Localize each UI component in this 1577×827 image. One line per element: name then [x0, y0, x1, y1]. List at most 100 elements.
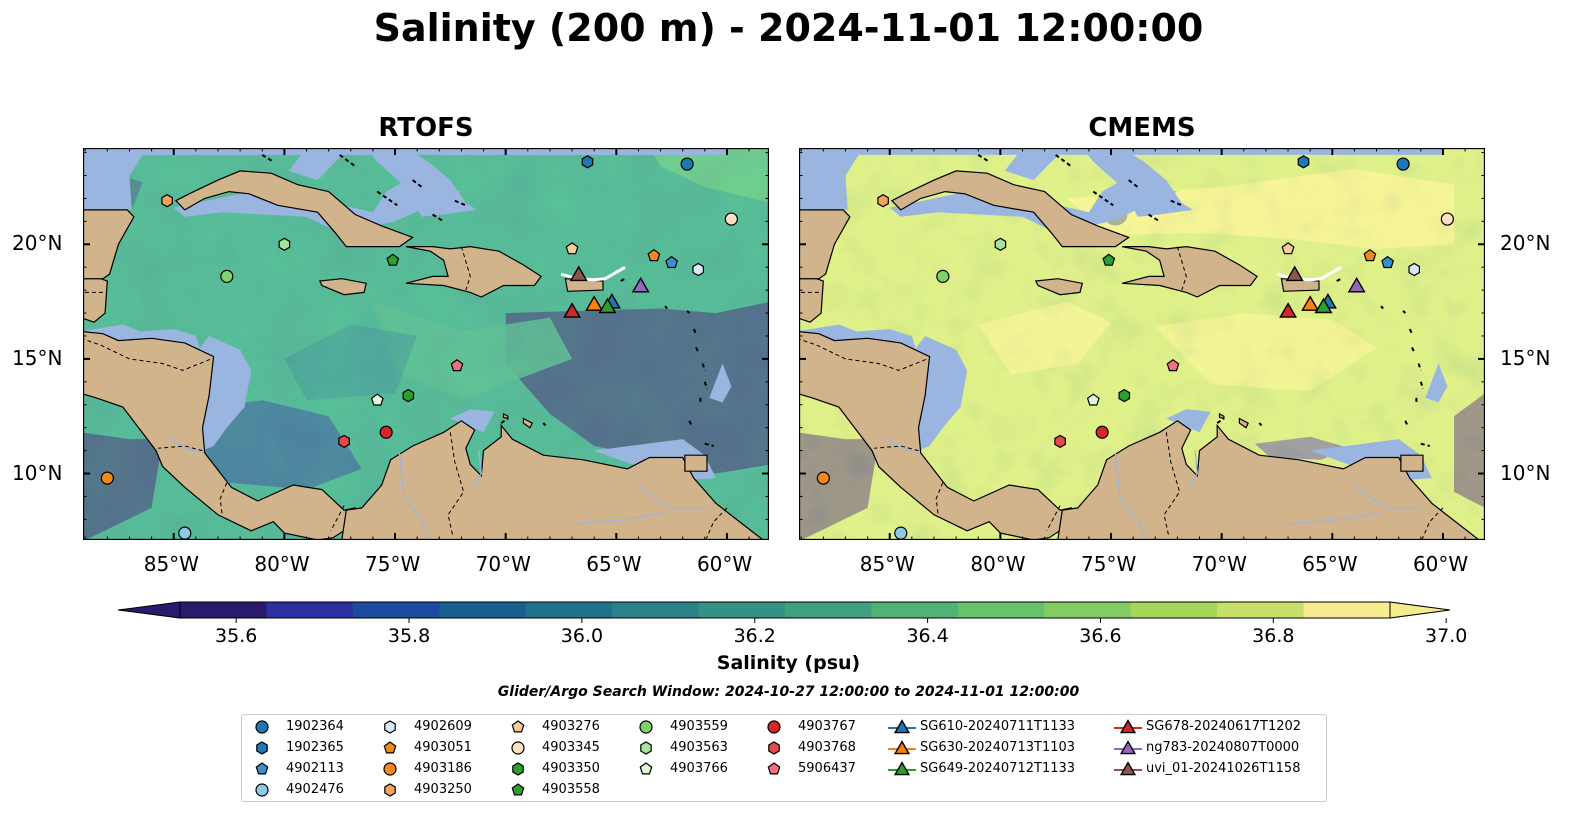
legend-symbol — [255, 720, 269, 734]
island-coastline — [1170, 199, 1183, 207]
island-coastline — [542, 422, 547, 427]
river — [882, 436, 919, 454]
legend-label: 4902609 — [414, 719, 472, 734]
land-mass — [799, 278, 824, 323]
island-coastline — [1216, 417, 1225, 424]
country-border — [1046, 505, 1061, 532]
island-coastline — [261, 154, 274, 163]
map-frame — [83, 148, 769, 540]
colorbar-tick-label: 36.0 — [560, 625, 604, 647]
colorbar-tick-label: 36.2 — [733, 625, 776, 647]
colorbar-bin — [266, 602, 354, 618]
marker-4903250 — [161, 194, 173, 208]
colorbar-bin — [698, 602, 786, 618]
lon-tick-label: 85°W — [859, 552, 915, 576]
land-mass — [405, 245, 542, 298]
legend-symbol — [255, 762, 269, 775]
lon-tick-label: 60°W — [696, 552, 753, 576]
search-window-text: Glider/Argo Search Window: 2024-10-27 12… — [497, 684, 1080, 700]
island-coastline — [664, 305, 668, 310]
land-mass — [890, 170, 1130, 248]
legend-label: ng783-20240807T0000 — [1146, 740, 1300, 755]
lat-tick-label: 15°N — [1500, 345, 1551, 370]
island-coastline — [1055, 154, 1072, 168]
marker-1902364 — [1396, 157, 1410, 171]
marker-4903250 — [877, 194, 889, 208]
legend-symbol — [384, 783, 396, 797]
marker-4903051 — [1363, 248, 1377, 262]
legend-marker-triangle — [888, 740, 916, 755]
legend-label: 1902364 — [286, 719, 344, 734]
marker-4903559 — [220, 269, 234, 283]
marker-4902113 — [665, 255, 679, 269]
island-coastline — [703, 381, 708, 390]
legend-label: 4903186 — [414, 761, 472, 776]
colorbar-bin — [439, 602, 527, 618]
legend-label: 4903767 — [798, 719, 856, 734]
river — [1114, 452, 1147, 540]
lon-tick-label: 80°W — [970, 552, 1026, 576]
island-coastline — [412, 179, 423, 188]
country-border — [158, 445, 203, 452]
marker-SG649-20240712T1133 — [1314, 297, 1333, 314]
legend-label: SG610-20240711T1133 — [920, 719, 1076, 734]
map-panel-cmems[interactable] — [799, 148, 1485, 540]
colorbar-bin — [525, 602, 613, 618]
shelf-area — [1425, 363, 1448, 403]
marker-ng783-20240807T0000 — [631, 276, 650, 293]
legend-triangle — [1119, 719, 1137, 734]
marker-4902609 — [1408, 262, 1421, 277]
legend-marker-circle — [767, 720, 781, 734]
legend-symbol — [511, 741, 525, 755]
shelf-area — [799, 148, 1443, 155]
lat-tick-label: 20°N — [12, 231, 63, 256]
land-mass — [1057, 420, 1481, 540]
marker-4903767 — [379, 425, 393, 439]
marker-ng783-20240807T0000 — [1347, 276, 1366, 293]
colorbar-bin — [1217, 602, 1305, 618]
legend-marker-hexagon — [512, 762, 524, 776]
island-coastline — [1380, 305, 1384, 310]
land-mass — [1238, 417, 1249, 429]
colorbar-tick-label: 36.6 — [1079, 625, 1122, 647]
island-coastline — [1148, 213, 1161, 223]
marker-4902476 — [894, 526, 908, 540]
river — [638, 486, 705, 509]
lon-tick-label: 75°W — [365, 552, 421, 576]
land-mass — [318, 278, 368, 296]
legend-triangle — [893, 740, 911, 755]
legend-symbol — [640, 741, 652, 755]
colorbar-tick-label: 36.8 — [1252, 625, 1295, 647]
country-border — [460, 246, 471, 291]
legend-symbol — [383, 762, 397, 776]
colorbar-tick-label: 35.6 — [215, 625, 258, 647]
marker-4903276 — [565, 242, 579, 255]
marker-4903276 — [1281, 242, 1295, 255]
island-coastline — [1420, 442, 1430, 447]
land-mass — [684, 454, 708, 472]
land-mass — [83, 278, 108, 323]
lon-tick-label: 65°W — [1302, 552, 1358, 576]
island-coastline — [1258, 422, 1263, 427]
shelf-area — [83, 148, 148, 210]
river — [1288, 511, 1379, 525]
legend-label: 1902365 — [286, 740, 344, 755]
land-mass — [799, 209, 851, 280]
legend-triangle — [1119, 761, 1137, 776]
marker-4902609 — [692, 262, 705, 277]
marker-4903559 — [936, 269, 950, 283]
legend-marker-pentagon — [383, 741, 397, 754]
map-panel-rtofs[interactable] — [83, 148, 769, 540]
shelf-area — [1082, 148, 1193, 217]
marker-1902365 — [1297, 155, 1310, 169]
marker-4903350 — [402, 388, 415, 403]
map-frame — [799, 148, 1485, 540]
colorbar-bin — [1044, 602, 1132, 618]
lon-tick-label: 65°W — [586, 552, 642, 576]
island-coastline — [701, 363, 706, 371]
marker-4903051 — [647, 248, 661, 262]
marker-SG649-20240712T1133 — [598, 297, 617, 314]
marker-4903345 — [1440, 212, 1454, 226]
country-border — [1176, 246, 1187, 291]
legend-symbol — [768, 741, 780, 755]
